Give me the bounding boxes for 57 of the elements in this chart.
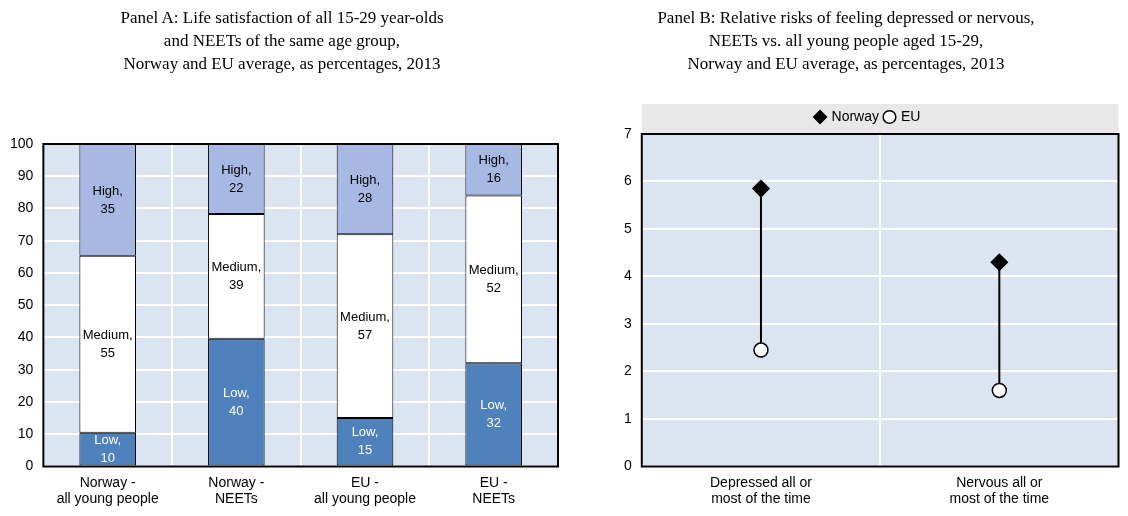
text: Low,: [351, 424, 379, 440]
point: [990, 253, 1009, 271]
y-tick-label: 5: [623, 219, 632, 236]
data-label: 40: [229, 402, 244, 418]
series-label: Low,: [94, 431, 122, 447]
data-label: 39: [229, 276, 244, 292]
point: [752, 179, 770, 198]
y-tick-label: 4: [623, 267, 632, 284]
y-tick-label: 0: [623, 457, 632, 474]
data-label: 32: [486, 414, 501, 430]
data-label: 52: [486, 279, 501, 295]
data-label: 10: [100, 449, 115, 465]
x-tick-label: EU - NEETs: [472, 473, 516, 507]
y-tick-label: 7: [623, 124, 632, 141]
y-tick-label: 80: [17, 199, 34, 216]
y-tick-label: 30: [17, 360, 34, 377]
data-label: 15: [357, 442, 373, 458]
y-tick-label: 6: [623, 172, 632, 189]
text: Low,: [480, 396, 508, 412]
text: High,: [92, 182, 123, 198]
y-tick-label: 0: [25, 457, 34, 474]
y-tick-label: 50: [17, 296, 34, 313]
series-label: Medium,: [82, 326, 133, 342]
point: [991, 382, 1008, 399]
y-tick-label: 1: [623, 409, 632, 426]
text: Medium,: [211, 258, 262, 274]
legend-label: EU: [901, 107, 921, 124]
text: Medium,: [340, 308, 390, 324]
data-label: 55: [100, 344, 115, 360]
y-tick-label: 100: [10, 134, 34, 151]
legend-label: Norway: [831, 107, 880, 124]
y-tick-label: 10: [17, 425, 34, 442]
data-label: 22: [229, 179, 244, 195]
y-tick-label: 2: [623, 362, 632, 379]
text: Medium,: [468, 261, 519, 277]
data-label: 28: [357, 189, 373, 205]
y-tick-label: 20: [17, 392, 34, 409]
x-tick-label: Norway - NEETs: [208, 473, 265, 507]
data-label: 16: [486, 170, 501, 186]
chart-title: Panel B: Relative risks of feeling depressed or nervous, NEETs vs. all young people aged 15-29, Norway and EU average, as percentages, 2013: [656, 7, 1036, 75]
text: High,: [221, 161, 252, 177]
x-tick-label: Norway - all young people: [56, 473, 159, 507]
text: High,: [349, 171, 381, 187]
x-tick-label: EU - all young people: [314, 473, 417, 507]
chart-title: Panel A: Life satisfaction of all 15-29 year-olds and NEETs of the same age group, Norway and EU average, as percentages, 2013: [119, 7, 445, 75]
point: [753, 342, 769, 358]
y-tick-label: 70: [17, 231, 34, 248]
series-label: High,: [478, 152, 509, 168]
y-tick-label: 90: [17, 167, 34, 184]
y-tick-label: 40: [17, 328, 34, 345]
data-label: 57: [357, 326, 373, 342]
y-tick-label: 60: [17, 263, 34, 280]
data-label: 35: [100, 200, 115, 216]
x-tick-label: Nervous all or most of the time: [949, 473, 1050, 507]
y-tick-label: 3: [623, 314, 632, 331]
text: Low,: [222, 384, 250, 400]
x-tick-label: Depressed all or most of the time: [710, 473, 813, 507]
